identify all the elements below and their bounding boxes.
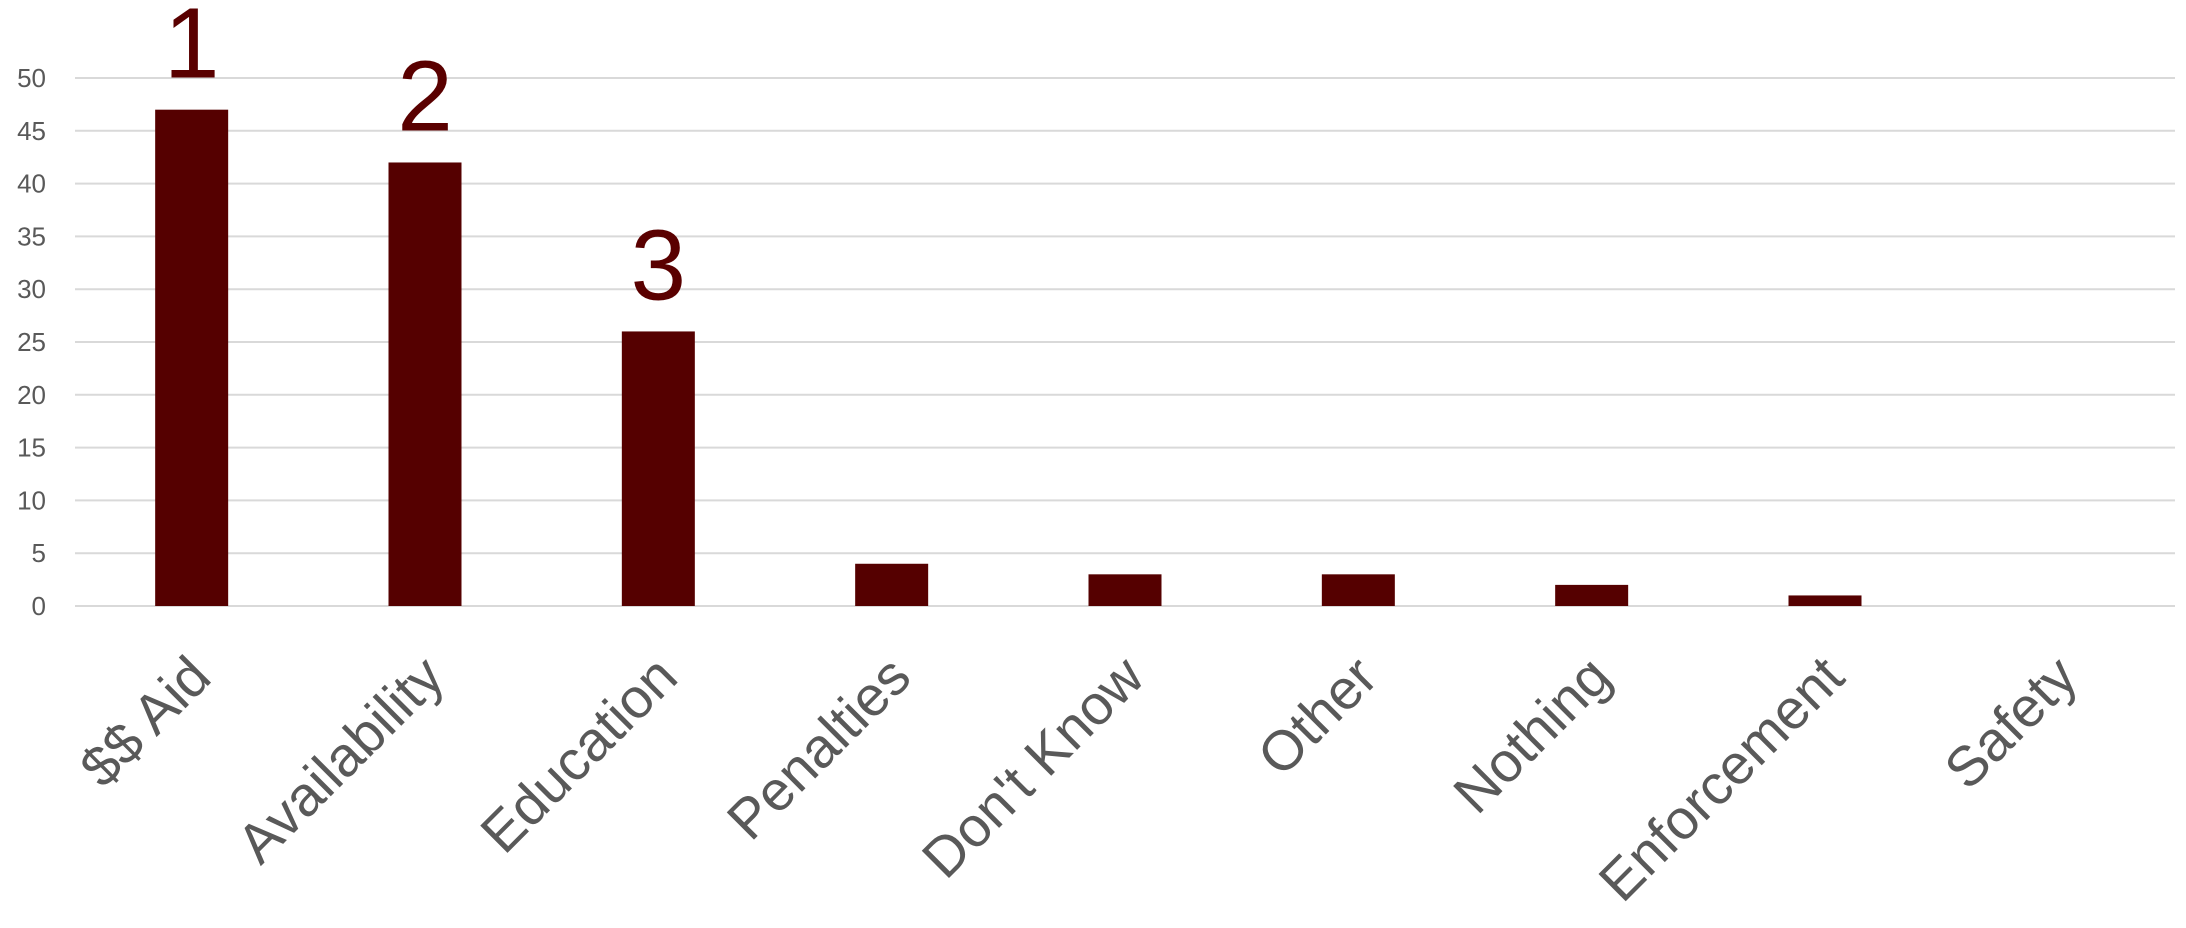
bar <box>855 563 929 606</box>
x-tick-label: Education <box>468 644 689 865</box>
bar <box>621 331 695 606</box>
x-tick-label: $$ Aid <box>68 644 223 799</box>
bar <box>1088 574 1162 606</box>
y-tick-label: 20 <box>17 380 46 410</box>
x-tick-label: Don't Know <box>910 644 1156 890</box>
bar <box>388 162 462 607</box>
y-axis-ticks: 0 5 10 15 20 25 30 35 40 45 50 <box>17 63 46 621</box>
rank-label: 3 <box>631 209 687 321</box>
y-tick-label: 35 <box>17 221 46 251</box>
y-tick-label: 0 <box>32 591 46 621</box>
x-axis-ticks: $$ Aid Availability Education PenaltiesDon'… <box>68 644 2089 913</box>
y-tick-label: 10 <box>17 485 46 515</box>
y-tick-label: 50 <box>17 63 46 93</box>
x-tick-label: Safety <box>1932 644 2089 801</box>
y-tick-label: 25 <box>17 327 46 357</box>
bar <box>1321 574 1395 606</box>
x-tick-label: Enforcement <box>1586 644 1855 913</box>
x-tick-label: Nothing <box>1441 644 1622 825</box>
x-tick-label: Other <box>1245 644 1389 788</box>
y-tick-label: 45 <box>17 116 46 146</box>
rank-labels: 1 2 3 <box>164 0 686 321</box>
y-tick-label: 5 <box>32 538 46 568</box>
bar <box>1788 595 1862 606</box>
y-tick-label: 30 <box>17 274 46 304</box>
x-tick-label: Penalties <box>715 644 922 851</box>
bar <box>155 109 229 607</box>
y-tick-label: 15 <box>17 433 46 463</box>
bars <box>155 109 1862 607</box>
x-tick-label: Availability <box>225 644 456 875</box>
rank-label: 2 <box>397 40 453 152</box>
y-tick-label: 40 <box>17 169 46 199</box>
bar <box>1555 584 1629 606</box>
rank-label: 1 <box>164 0 220 100</box>
